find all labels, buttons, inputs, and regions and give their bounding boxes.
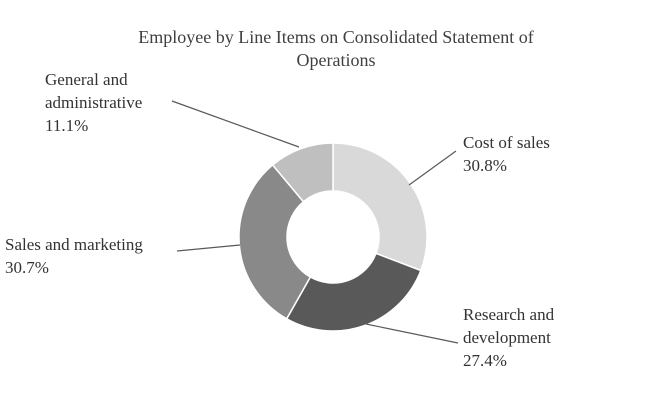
- label-cost-of-sales: Cost of sales 30.8%: [463, 131, 550, 177]
- label-research-and-development-value: 27.4%: [463, 351, 507, 370]
- label-general-and-administrative-name-line-2: administrative: [45, 93, 143, 112]
- label-research-and-development-name-line-1: Research and: [463, 305, 555, 324]
- chart-title-line-2: Operations: [296, 50, 376, 70]
- chart-title-line-1: Employee by Line Items on Consolidated S…: [138, 27, 534, 47]
- label-general-and-administrative-name-line-1: General and: [45, 70, 128, 89]
- label-general-and-administrative: General and administrative 11.1%: [45, 68, 142, 137]
- pie-slice-sales-and-marketing: [238, 163, 312, 320]
- chart-title: Employee by Line Items on Consolidated S…: [0, 26, 672, 72]
- label-cost-of-sales-name: Cost of sales: [463, 133, 550, 152]
- label-general-and-administrative-value: 11.1%: [45, 116, 89, 135]
- label-research-and-development-name-line-2: development: [463, 328, 551, 347]
- pie-slice-cost-of-sales: [332, 142, 428, 272]
- pie-slice-research-and-development: [285, 252, 422, 332]
- label-research-and-development: Research and development 27.4%: [463, 303, 554, 372]
- label-cost-of-sales-value: 30.8%: [463, 156, 507, 175]
- leader-line-research-and-development: [365, 323, 459, 344]
- donut-slices: [238, 142, 428, 332]
- label-sales-and-marketing: Sales and marketing 30.7%: [5, 233, 143, 279]
- leader-line-sales-and-marketing: [176, 244, 241, 252]
- leader-line-cost-of-sales: [408, 150, 457, 186]
- label-sales-and-marketing-value: 30.7%: [5, 258, 49, 277]
- label-sales-and-marketing-name: Sales and marketing: [5, 235, 143, 254]
- pie-slice-general-and-administrative: [271, 142, 334, 203]
- leader-line-general-and-administrative: [171, 100, 300, 148]
